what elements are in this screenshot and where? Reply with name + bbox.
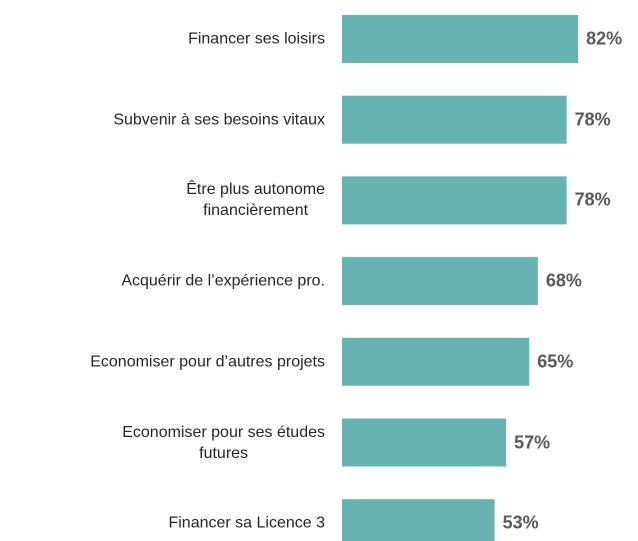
category-text: Financer sa Licence 3 (168, 514, 325, 532)
category-text: Être plus autonome financièrement (186, 181, 325, 220)
category-label: Subvenir à ses besoins vitaux (113, 109, 325, 130)
value-label: 68% (545, 270, 582, 291)
bar (342, 418, 507, 467)
category-text: Acquérir de l’expérience pro. (121, 272, 325, 290)
category-label: Financer sa Licence 3 (168, 513, 325, 534)
category-label: Être plus autonome financièrement (186, 179, 325, 221)
bar (342, 15, 579, 63)
category-text: Economiser pour ses études futures (122, 423, 325, 462)
category-label: Economiser pour ses études futures (122, 422, 325, 464)
value-label: 82% (586, 28, 623, 49)
value-label: 65% (537, 351, 574, 372)
category-label: Economiser pour d’autres projets (90, 351, 325, 372)
category-label: Acquérir de l’expérience pro. (121, 271, 325, 292)
category-label: Financer ses loisirs (188, 29, 325, 50)
value-label: 78% (574, 109, 611, 130)
value-label: 57% (514, 432, 551, 452)
bar (342, 499, 495, 541)
bar (342, 95, 567, 144)
category-text: Financer ses loisirs (188, 30, 325, 48)
category-text: Subvenir à ses besoins vitaux (113, 111, 325, 129)
value-label: 78% (574, 189, 611, 210)
bar (342, 257, 538, 306)
category-text: Economiser pour d’autres projets (90, 353, 325, 371)
bar (342, 176, 567, 225)
value-label: 53% (502, 512, 539, 533)
bar (342, 337, 530, 386)
